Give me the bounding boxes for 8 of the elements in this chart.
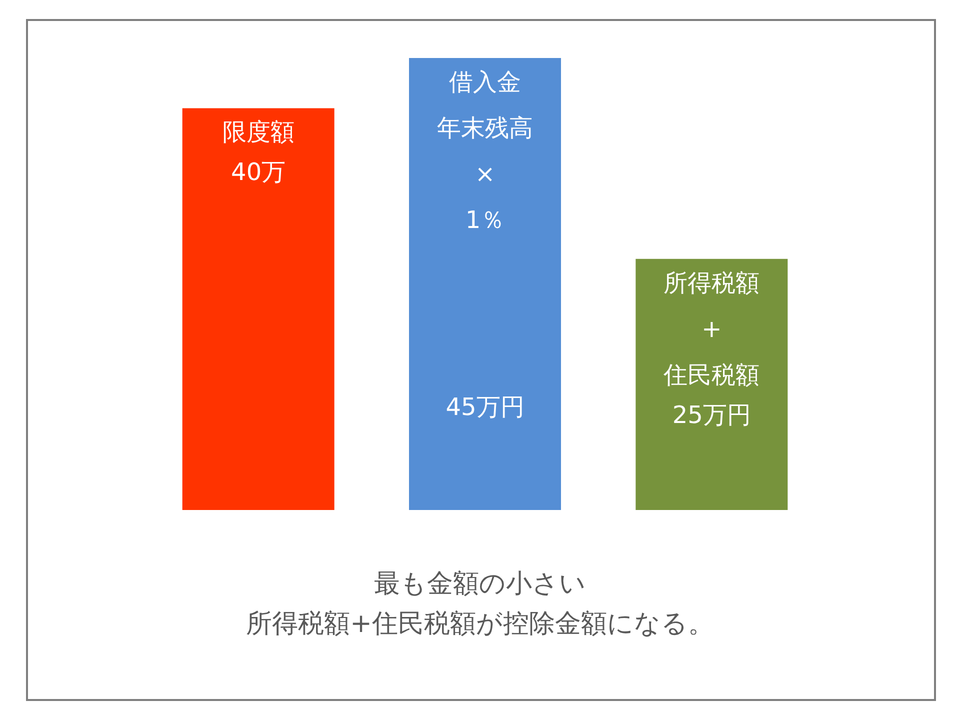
x-tick-label: 限度額 xyxy=(222,118,294,146)
data-label: 25万円 xyxy=(672,400,751,429)
x-tick-label: 所得税額 + 住民税額 xyxy=(662,268,760,389)
text: 最も金額の小さい xyxy=(374,569,586,599)
x-tick-label: 借入金年末残高 × 1％ xyxy=(437,68,533,234)
data-label: 45万円 xyxy=(446,393,524,421)
text: 所得税額+住民税額が控除金額になる。 xyxy=(246,609,714,639)
data-label: 40万 xyxy=(231,158,286,186)
